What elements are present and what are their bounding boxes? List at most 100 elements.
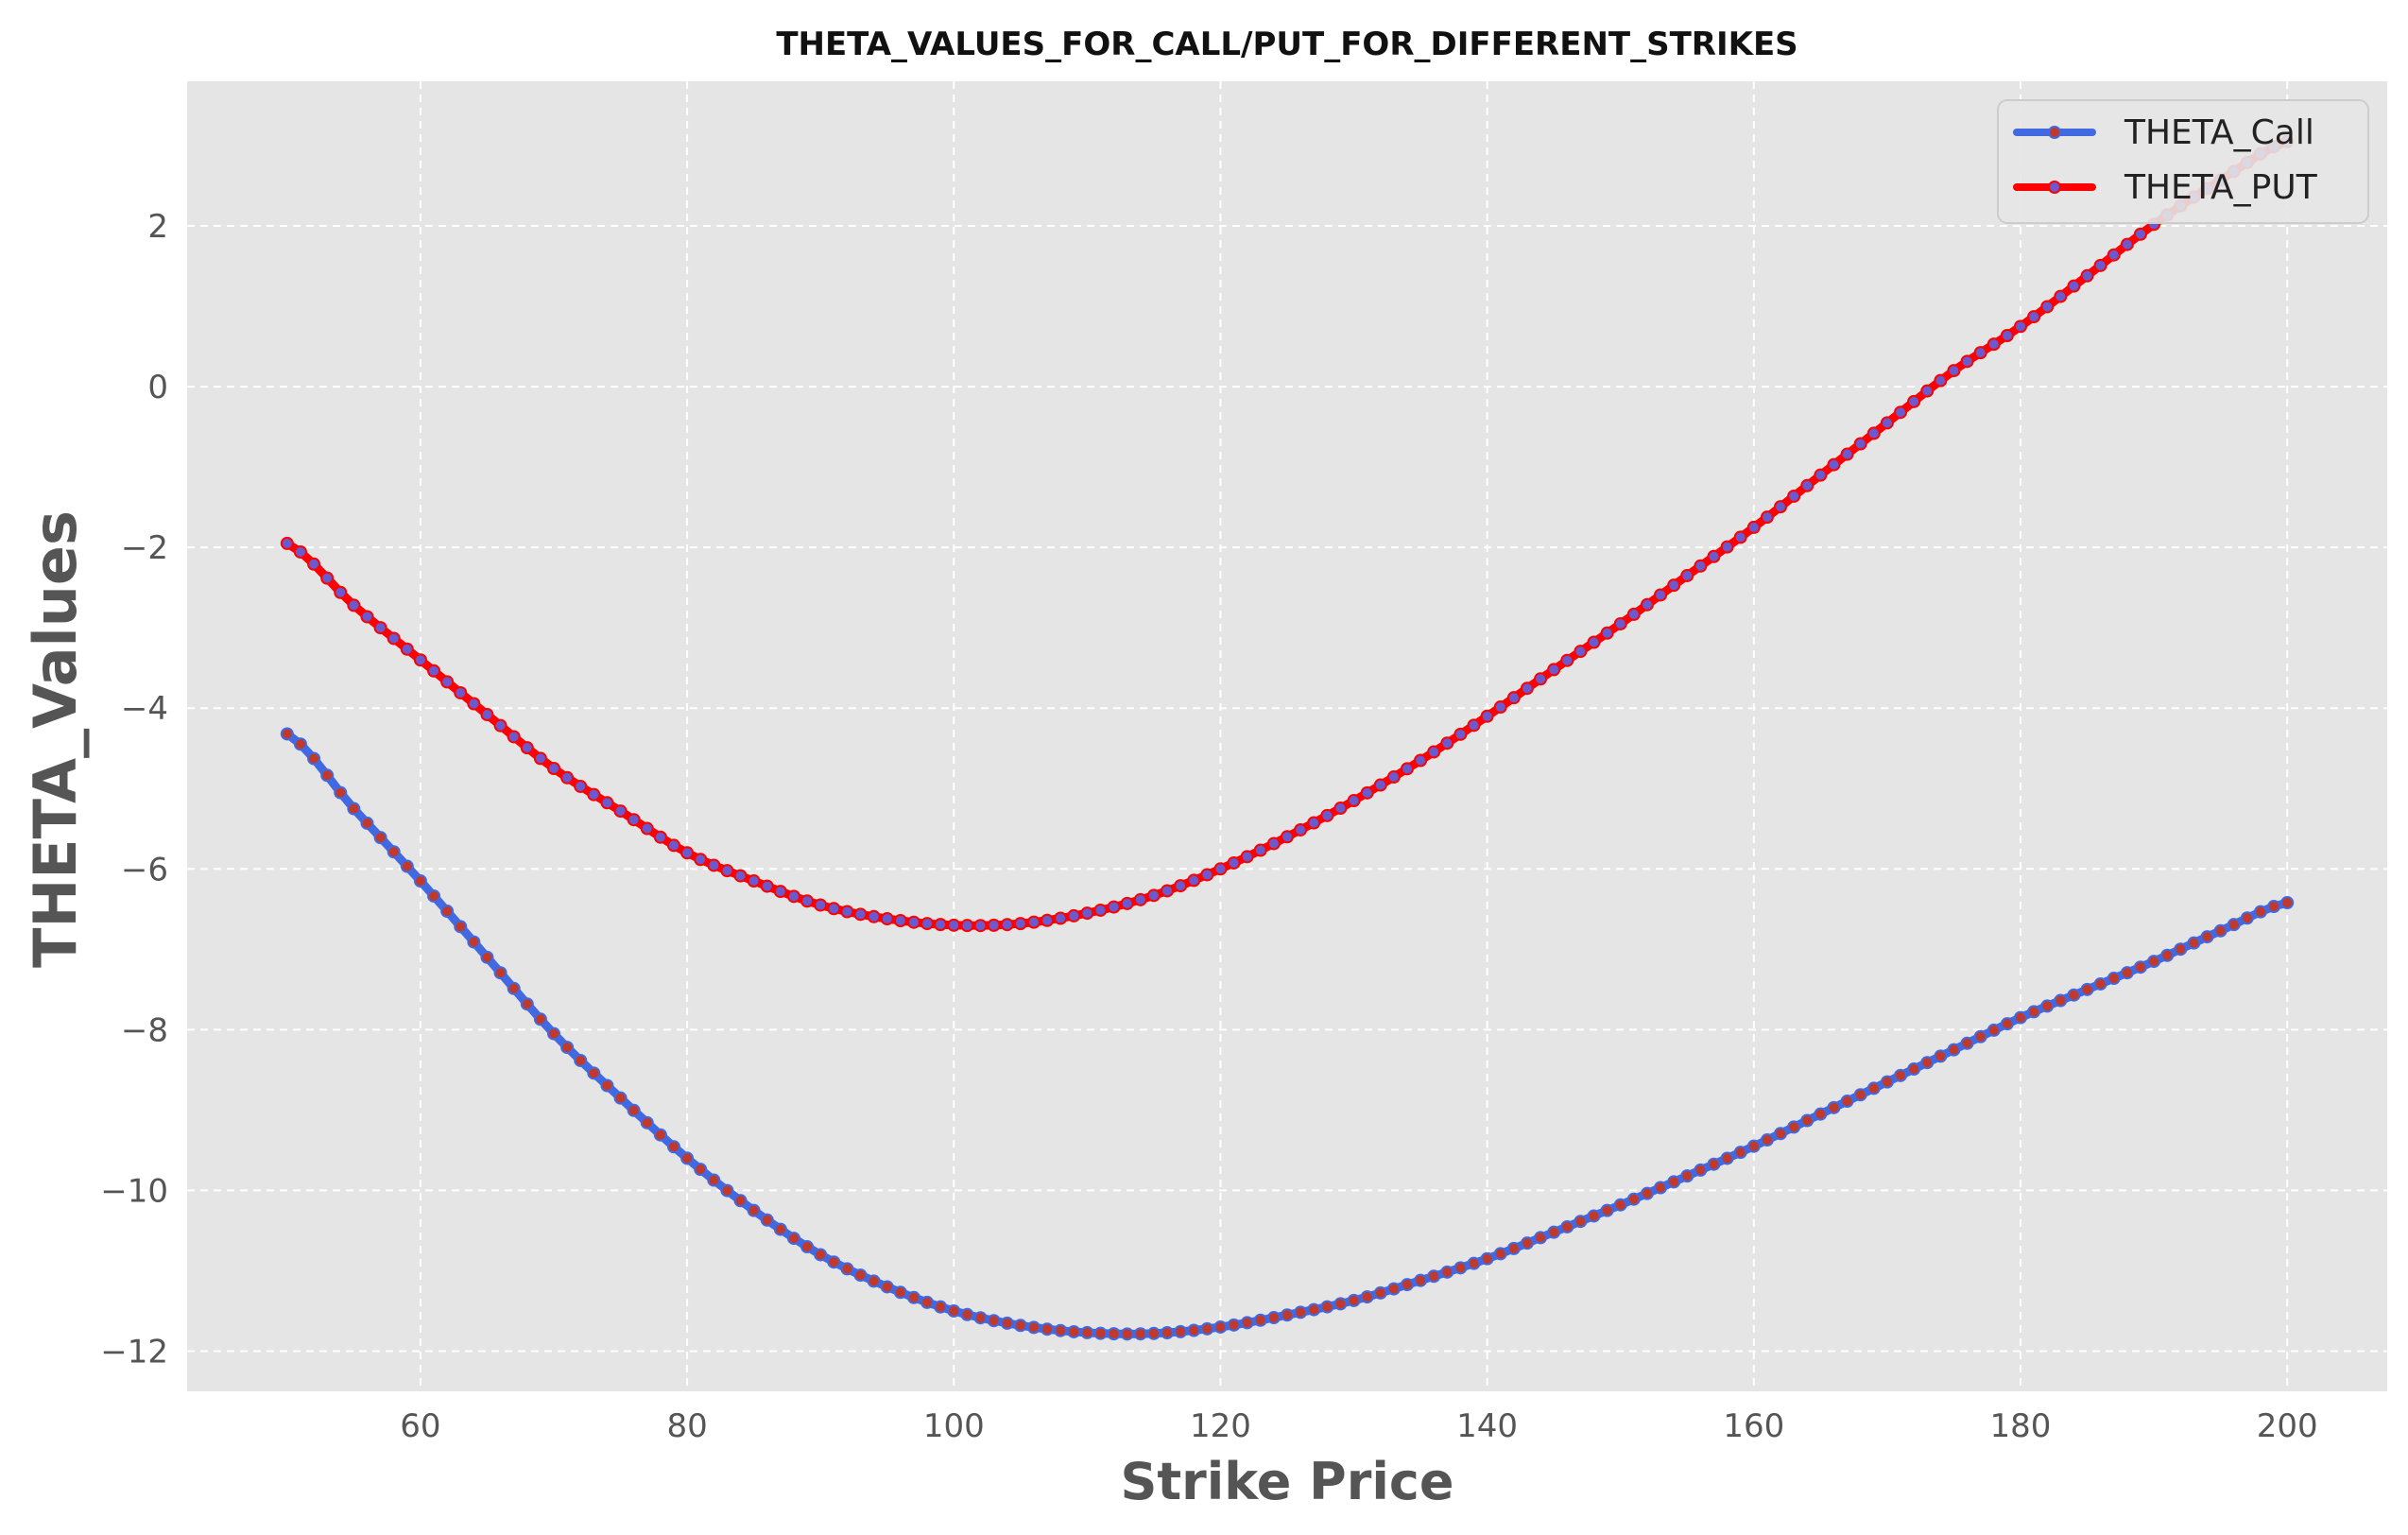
data-point <box>1560 1219 1574 1233</box>
data-point <box>1026 915 1041 929</box>
data-point <box>987 918 1001 932</box>
data-point <box>800 1240 815 1254</box>
data-point <box>280 536 294 550</box>
data-point <box>400 642 414 656</box>
legend-marker-call <box>2048 126 2061 139</box>
data-point <box>1547 1225 1561 1239</box>
data-point <box>973 919 988 933</box>
data-point <box>1760 510 1774 525</box>
data-point <box>1281 1308 1294 1322</box>
data-point <box>1866 426 1881 440</box>
data-point <box>800 894 815 908</box>
data-point <box>1067 908 1081 923</box>
data-point <box>600 1078 614 1093</box>
data-point <box>1694 1163 1708 1177</box>
data-point <box>2000 1017 2014 1031</box>
data-point <box>893 1285 907 1300</box>
data-point <box>1654 588 1668 602</box>
data-point <box>1626 1192 1641 1206</box>
data-point <box>1000 1316 1014 1330</box>
data-point <box>413 874 427 888</box>
data-point <box>1146 1326 1161 1340</box>
data-point <box>507 730 521 744</box>
data-point <box>1161 1326 1175 1339</box>
data-point <box>520 997 534 1011</box>
data-point <box>1960 1036 1974 1050</box>
data-point <box>827 902 841 916</box>
data-point <box>947 918 961 932</box>
data-point <box>2027 310 2041 324</box>
data-point <box>2120 237 2134 251</box>
data-point <box>334 785 348 800</box>
data-point <box>1080 906 1094 921</box>
data-point <box>1174 1324 1188 1338</box>
data-point <box>1054 1323 1068 1337</box>
data-point <box>960 1307 974 1321</box>
data-point <box>2093 258 2107 272</box>
data-point <box>427 888 441 903</box>
data-point <box>1733 530 1747 544</box>
data-point <box>334 585 348 599</box>
data-point <box>587 1066 601 1080</box>
data-point <box>1480 709 1494 723</box>
data-point <box>1200 1321 1214 1336</box>
data-point <box>1373 778 1387 792</box>
data-point <box>1907 1062 1921 1077</box>
series-theta-call <box>280 727 2295 1341</box>
data-point <box>507 981 521 995</box>
data-point <box>1680 1169 1694 1183</box>
data-point <box>694 1163 708 1177</box>
data-point <box>733 869 748 883</box>
x-tick-label: 80 <box>666 1407 707 1445</box>
data-point <box>1853 437 1867 451</box>
data-point <box>987 1314 1001 1328</box>
data-point <box>280 727 294 741</box>
data-point <box>1227 855 1241 870</box>
data-point <box>2253 905 2267 919</box>
data-point <box>307 751 321 766</box>
data-point <box>1414 1273 1428 1287</box>
data-point <box>2107 972 2121 986</box>
data-point <box>1453 1261 1468 1275</box>
data-point <box>1827 1100 1841 1114</box>
data-point <box>520 741 534 755</box>
data-point <box>1253 843 1267 857</box>
data-point <box>1667 578 1681 593</box>
data-point <box>1746 520 1761 534</box>
data-point <box>587 787 601 802</box>
data-point <box>627 813 641 827</box>
data-point <box>1800 1113 1815 1128</box>
data-point <box>2014 1010 2027 1025</box>
data-point <box>1746 1139 1761 1153</box>
data-point <box>1054 911 1068 925</box>
data-point <box>1240 850 1254 864</box>
data-point <box>1146 888 1161 903</box>
x-axis-label: Strike Price <box>1120 1452 1453 1511</box>
data-point <box>2174 942 2188 957</box>
data-point <box>1266 1311 1281 1325</box>
data-point <box>1187 873 1201 888</box>
data-point <box>493 966 507 980</box>
data-point <box>1373 1285 1387 1300</box>
data-point <box>547 1026 560 1041</box>
data-point <box>853 1268 868 1283</box>
data-point <box>1253 1313 1267 1327</box>
x-tick-label: 180 <box>1990 1407 2052 1445</box>
data-point <box>2107 248 2121 262</box>
data-point <box>574 779 588 793</box>
data-point <box>1506 691 1521 705</box>
data-point <box>547 762 560 776</box>
data-point <box>2000 329 2014 342</box>
data-point <box>1587 1209 1601 1223</box>
data-point <box>320 768 335 783</box>
data-point <box>1866 1081 1881 1095</box>
data-point <box>1506 1241 1521 1255</box>
data-point <box>493 718 507 733</box>
data-point <box>1934 373 1948 388</box>
data-point <box>973 1311 988 1325</box>
data-point <box>786 889 800 904</box>
data-point <box>600 796 614 810</box>
data-point <box>2054 993 2068 1008</box>
data-point <box>947 1303 961 1318</box>
data-point <box>1774 500 1788 514</box>
